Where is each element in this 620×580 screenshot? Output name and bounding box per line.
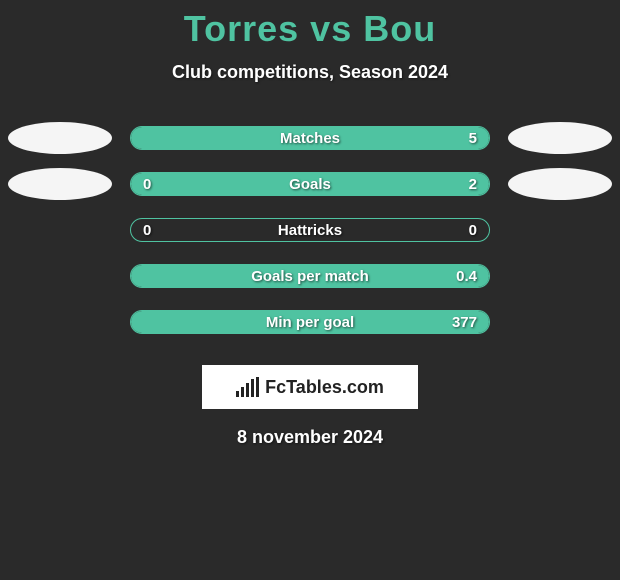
subtitle: Club competitions, Season 2024 bbox=[0, 62, 620, 83]
page-title: Torres vs Bou bbox=[0, 8, 620, 50]
bar-text: 0 Hattricks 0 bbox=[131, 219, 489, 241]
stat-label: Goals bbox=[289, 176, 331, 193]
stat-value-left: 0 bbox=[143, 222, 171, 239]
stat-label: Min per goal bbox=[266, 314, 354, 331]
source-logo[interactable]: FcTables.com bbox=[202, 365, 418, 409]
stat-row: Goals per match 0.4 bbox=[0, 253, 620, 299]
stat-value-right: 2 bbox=[449, 176, 477, 193]
stat-value-right: 0.4 bbox=[449, 268, 477, 285]
stat-row: 0 Goals 2 bbox=[0, 161, 620, 207]
player-avatar-left bbox=[8, 122, 112, 154]
bar-text: 0 Goals 2 bbox=[131, 173, 489, 195]
stat-bar: 0 Hattricks 0 bbox=[130, 218, 490, 242]
stat-row: Min per goal 377 bbox=[0, 299, 620, 345]
stat-row: Matches 5 bbox=[0, 115, 620, 161]
stat-value-right: 377 bbox=[449, 314, 477, 331]
stat-bar: Goals per match 0.4 bbox=[130, 264, 490, 288]
bar-text: Matches 5 bbox=[131, 127, 489, 149]
stat-bar: Min per goal 377 bbox=[130, 310, 490, 334]
stat-label: Hattricks bbox=[278, 222, 342, 239]
stat-bar: 0 Goals 2 bbox=[130, 172, 490, 196]
player-avatar-right bbox=[508, 122, 612, 154]
player-avatar-left bbox=[8, 168, 112, 200]
stat-bar: Matches 5 bbox=[130, 126, 490, 150]
chart-icon bbox=[236, 377, 259, 397]
bar-text: Goals per match 0.4 bbox=[131, 265, 489, 287]
stat-row: 0 Hattricks 0 bbox=[0, 207, 620, 253]
stat-value-left: 0 bbox=[143, 176, 171, 193]
bar-text: Min per goal 377 bbox=[131, 311, 489, 333]
stat-label: Matches bbox=[280, 130, 340, 147]
date-label: 8 november 2024 bbox=[0, 427, 620, 448]
logo-text: FcTables.com bbox=[265, 377, 384, 398]
stat-label: Goals per match bbox=[251, 268, 369, 285]
comparison-card: Torres vs Bou Club competitions, Season … bbox=[0, 0, 620, 448]
stat-value-right: 5 bbox=[449, 130, 477, 147]
stat-value-right: 0 bbox=[449, 222, 477, 239]
stats-section: Matches 5 0 Goals 2 0 Hattricks 0 Goals per matc… bbox=[0, 115, 620, 345]
player-avatar-right bbox=[508, 168, 612, 200]
